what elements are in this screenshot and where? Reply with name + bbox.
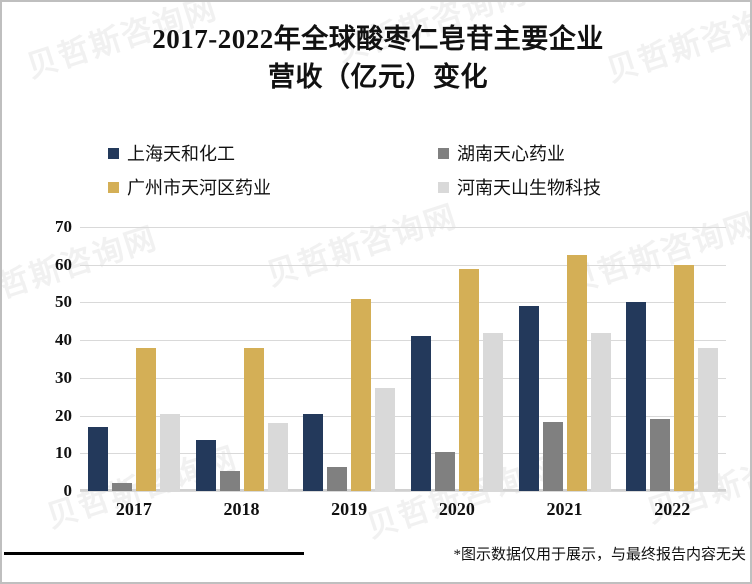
- bar-groups: [80, 227, 726, 491]
- legend-item-0[interactable]: 上海天和化工: [108, 140, 438, 166]
- bar[interactable]: [482, 332, 503, 491]
- legend-swatch-icon: [438, 181, 449, 193]
- x-axis-tick-label: 2022: [654, 499, 691, 519]
- legend-item-label: 广州市天河区药业: [127, 178, 271, 198]
- chart-legend: 上海天和化工 湖南天心药业广州市天河区药业 河南天山生物科技: [108, 140, 668, 200]
- x-axis-line: [80, 489, 726, 491]
- y-axis-tick-label: 20: [55, 405, 72, 425]
- legend-swatch-icon: [108, 147, 119, 159]
- bar[interactable]: [375, 388, 396, 491]
- bar[interactable]: [327, 467, 348, 491]
- bar-group-2020: [403, 227, 511, 491]
- gridline: [80, 302, 726, 304]
- bar[interactable]: [674, 264, 695, 491]
- y-axis-tick-label: 50: [55, 292, 72, 312]
- y-axis-tick-label: 0: [63, 481, 73, 500]
- bar-group-2018: [188, 227, 296, 491]
- chart-footer: *图示数据仅用于展示，与最终报告内容无关: [2, 540, 750, 566]
- chart-title: 2017-2022年全球酸枣仁皂苷主要企业 营收（亿元）变化: [2, 20, 750, 97]
- footnote-text: *图示数据仅用于展示，与最终报告内容无关: [453, 546, 746, 563]
- bar[interactable]: [434, 452, 455, 491]
- bar[interactable]: [135, 347, 156, 491]
- gridline: [80, 377, 726, 379]
- legend-item-1[interactable]: 湖南天心药业: [438, 140, 668, 166]
- bar-group-2017: [80, 227, 188, 491]
- chart-title-line-1: 2017-2022年全球酸枣仁皂苷主要企业: [152, 24, 604, 54]
- gridline: [80, 491, 726, 492]
- y-axis-tick-label: 40: [55, 330, 72, 350]
- bar-group-2019: [295, 227, 403, 491]
- x-axis-tick-labels: 2017 2018 2019 2020 2021 2022: [80, 499, 726, 520]
- bar[interactable]: [303, 413, 324, 491]
- legend-swatch-icon: [438, 147, 449, 159]
- bar[interactable]: [351, 298, 372, 491]
- x-axis-tick-label: 2021: [546, 499, 583, 519]
- x-axis-tick-label: 2020: [438, 499, 475, 519]
- y-axis-tick-label: 30: [55, 367, 72, 387]
- gridline: [80, 453, 726, 455]
- x-axis-tick-label: 2019: [331, 499, 368, 519]
- legend-item-2[interactable]: 广州市天河区药业: [108, 174, 438, 200]
- bar[interactable]: [650, 419, 671, 491]
- chart-title-line-2: 营收（亿元）变化: [268, 62, 488, 93]
- gridline: [80, 340, 726, 342]
- bar[interactable]: [87, 426, 108, 491]
- bar[interactable]: [410, 336, 431, 491]
- legend-item-3[interactable]: 河南天山生物科技: [438, 174, 668, 200]
- plot-area: [80, 227, 726, 492]
- y-axis-tick-labels: 70 60 50 40 30 20 10 0: [10, 217, 72, 500]
- footer-divider-line: [4, 551, 304, 555]
- y-axis-tick-label: 10: [55, 443, 72, 463]
- bar[interactable]: [219, 471, 240, 491]
- legend-item-label: 上海天和化工: [127, 144, 235, 164]
- x-axis-tick-label: 2017: [115, 499, 152, 519]
- legend-item-label: 湖南天心药业: [457, 144, 565, 164]
- y-axis-tick-label: 60: [55, 254, 72, 274]
- bar[interactable]: [542, 421, 563, 491]
- bar[interactable]: [566, 255, 587, 491]
- x-axis-tick-label: 2018: [223, 499, 260, 519]
- bar[interactable]: [590, 332, 611, 491]
- bar[interactable]: [698, 347, 719, 491]
- gridline: [80, 227, 726, 228]
- gridline: [80, 415, 726, 417]
- bar[interactable]: [626, 302, 647, 491]
- bar[interactable]: [111, 483, 132, 491]
- bar[interactable]: [159, 413, 180, 491]
- legend-item-label: 河南天山生物科技: [457, 178, 601, 198]
- bar[interactable]: [518, 306, 539, 491]
- y-axis-tick-label: 70: [55, 217, 72, 236]
- bar[interactable]: [458, 268, 479, 491]
- bar[interactable]: [243, 347, 264, 491]
- bar[interactable]: [195, 440, 216, 491]
- bar-group-2021: [511, 227, 619, 491]
- bar-group-2022: [618, 227, 726, 491]
- bar[interactable]: [267, 423, 288, 491]
- legend-swatch-icon: [108, 181, 119, 193]
- gridline: [80, 264, 726, 266]
